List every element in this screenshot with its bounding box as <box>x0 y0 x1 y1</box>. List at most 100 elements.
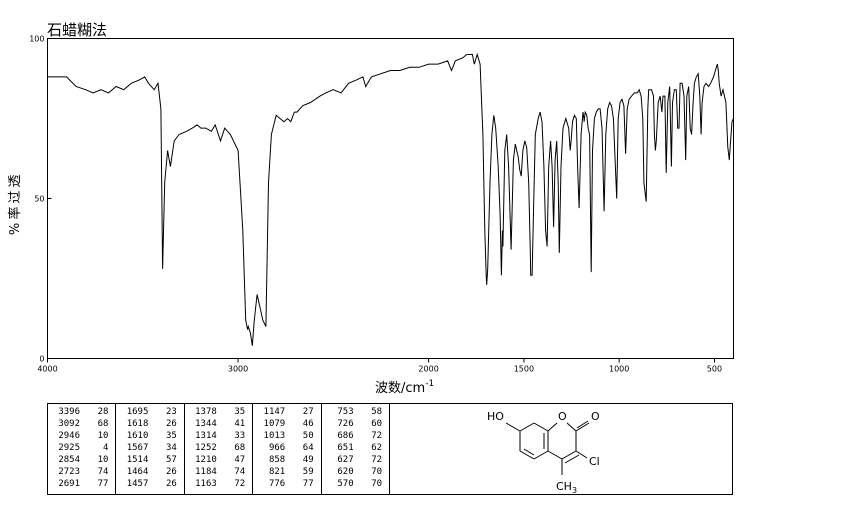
peak-table-column: 1378 35 1344 41 1314 33 1252 68 1210 47 1184 74 1163… <box>185 404 254 494</box>
plot-frame <box>47 38 734 359</box>
peak-wavenumber: 1163 <box>195 479 217 489</box>
y-axis-label-char: 透 <box>8 174 23 187</box>
peak-table-row: 570 70 <box>322 478 389 490</box>
chloro-label: Cl <box>589 455 600 468</box>
peak-transmittance: 10 <box>97 455 109 465</box>
structure-panel: HO O O Cl CH3 <box>390 403 733 495</box>
peak-transmittance: 28 <box>97 407 109 417</box>
peak-transmittance: 62 <box>371 443 383 453</box>
bond <box>547 422 558 432</box>
bond <box>547 450 563 460</box>
peak-wavenumber: 2854 <box>58 455 80 465</box>
peak-wavenumber: 1314 <box>195 431 217 441</box>
bond <box>533 450 549 460</box>
y-tick-label: 0 <box>39 355 44 364</box>
peak-transmittance: 72 <box>371 431 383 441</box>
peak-table-row: 1079 46 <box>253 418 320 430</box>
peak-table-row: 1344 41 <box>185 418 252 430</box>
peak-transmittance: 68 <box>97 419 109 429</box>
peak-transmittance: 47 <box>234 455 246 465</box>
peak-transmittance: 74 <box>234 467 246 477</box>
x-axis-label-exponent: -1 <box>425 379 434 389</box>
x-axis-ticks: 4000 3000 2000 1500 1000 500 <box>37 358 722 374</box>
molecule-structure: HO O O Cl CH3 <box>487 410 600 495</box>
peak-table-column: 1147 27 1079 46 1013 50 966 64 858 49 821 59 776 77 <box>253 404 322 494</box>
peak-transmittance: 26 <box>165 419 177 429</box>
peak-wavenumber: 1013 <box>263 431 286 441</box>
x-tick-label: 1000 <box>609 365 629 374</box>
x-tick-label: 500 <box>707 365 722 374</box>
peak-table-row: 1210 47 <box>185 454 252 466</box>
methyl-label-subscript: 3 <box>572 486 577 495</box>
bond <box>561 450 577 460</box>
x-axis-label: 波数/cm-1 <box>375 379 434 396</box>
peak-wavenumber: 1378 <box>195 407 217 417</box>
peak-wavenumber: 3092 <box>58 419 80 429</box>
peak-table-row: 1314 33 <box>185 430 252 442</box>
hydroxyl-label: HO <box>487 410 504 423</box>
peak-table-column: 3396 28 3092 68 2946 10 2925 4 2854 10 2723 74 2691 7… <box>48 404 117 494</box>
peak-table-row: 1610 35 <box>116 430 183 442</box>
peak-table-row: 821 59 <box>253 466 320 478</box>
ring-oxygen-label: O <box>558 410 567 423</box>
peak-wavenumber: 620 <box>337 467 354 477</box>
y-axis-label-char: 过 <box>8 190 23 203</box>
peak-table-row: 1464 26 <box>116 466 183 478</box>
peak-table-row: 2854 10 <box>48 454 115 466</box>
peak-transmittance: 33 <box>234 431 246 441</box>
peak-table-row: 753 58 <box>322 406 389 418</box>
peak-wavenumber: 858 <box>268 455 286 465</box>
x-tick-label: 3000 <box>228 365 248 374</box>
peak-wavenumber: 2925 <box>58 443 80 453</box>
carbonyl-oxygen-label: O <box>591 410 600 423</box>
peak-table-row: 620 70 <box>322 466 389 478</box>
ir-spectrum-chart: 石蜡糊法 0 50 100 4000 3000 2000 1500 1000 500 透过率%… <box>7 21 734 396</box>
peak-transmittance: 4 <box>102 443 109 453</box>
peak-table-row: 2925 4 <box>48 442 115 454</box>
peak-transmittance: 26 <box>165 479 177 489</box>
peak-table-row: 1514 57 <box>116 454 183 466</box>
peak-transmittance: 59 <box>302 467 314 477</box>
peak-wavenumber: 1184 <box>195 467 217 477</box>
peak-wavenumber: 3396 <box>58 407 80 417</box>
peak-table-row: 1378 35 <box>185 406 252 418</box>
peak-wavenumber: 570 <box>337 479 354 489</box>
x-tick-label: 1500 <box>514 365 534 374</box>
peak-transmittance: 64 <box>302 443 314 453</box>
bond <box>505 422 521 432</box>
peak-table-row: 1695 23 <box>116 406 183 418</box>
peak-table-row: 726 60 <box>322 418 389 430</box>
y-axis-label-char: % <box>8 223 23 235</box>
peak-transmittance: 41 <box>234 419 246 429</box>
peak-wavenumber: 821 <box>268 467 286 477</box>
x-tick-label: 2000 <box>418 365 438 374</box>
y-axis-label: 透过率% <box>7 174 23 235</box>
peak-transmittance: 35 <box>165 431 177 441</box>
peak-table-column: 753 58 726 60 686 72 651 62 627 72 620 70 570 70 <box>322 404 389 494</box>
peak-transmittance: 77 <box>302 479 314 489</box>
chart-title: 石蜡糊法 <box>47 21 107 39</box>
peak-table-row: 1457 26 <box>116 478 183 490</box>
peak-wavenumber: 2691 <box>58 479 80 489</box>
peak-table: 3396 28 3092 68 2946 10 2925 4 2854 10 2723 74 2691 7… <box>47 403 390 495</box>
peak-table-row: 1013 50 <box>253 430 320 442</box>
peak-transmittance: 10 <box>97 431 109 441</box>
peak-wavenumber: 1610 <box>126 431 149 441</box>
peak-table-row: 1184 74 <box>185 466 252 478</box>
peak-wavenumber: 627 <box>337 455 354 465</box>
peak-wavenumber: 776 <box>268 479 286 489</box>
methyl-label-main: CH <box>556 480 572 493</box>
methyl-label: CH3 <box>556 480 577 495</box>
bond <box>575 422 590 432</box>
peak-transmittance: 60 <box>371 419 383 429</box>
peak-wavenumber: 1567 <box>126 443 149 453</box>
bond <box>519 422 535 432</box>
peak-table-row: 858 49 <box>253 454 320 466</box>
y-axis-ticks: 0 50 100 <box>29 35 52 364</box>
peak-transmittance: 70 <box>371 467 383 477</box>
peak-wavenumber: 1344 <box>195 419 217 429</box>
peak-wavenumber: 2946 <box>58 431 80 441</box>
peak-transmittance: 68 <box>234 443 246 453</box>
peak-wavenumber: 1147 <box>263 407 286 417</box>
peak-transmittance: 70 <box>371 479 383 489</box>
